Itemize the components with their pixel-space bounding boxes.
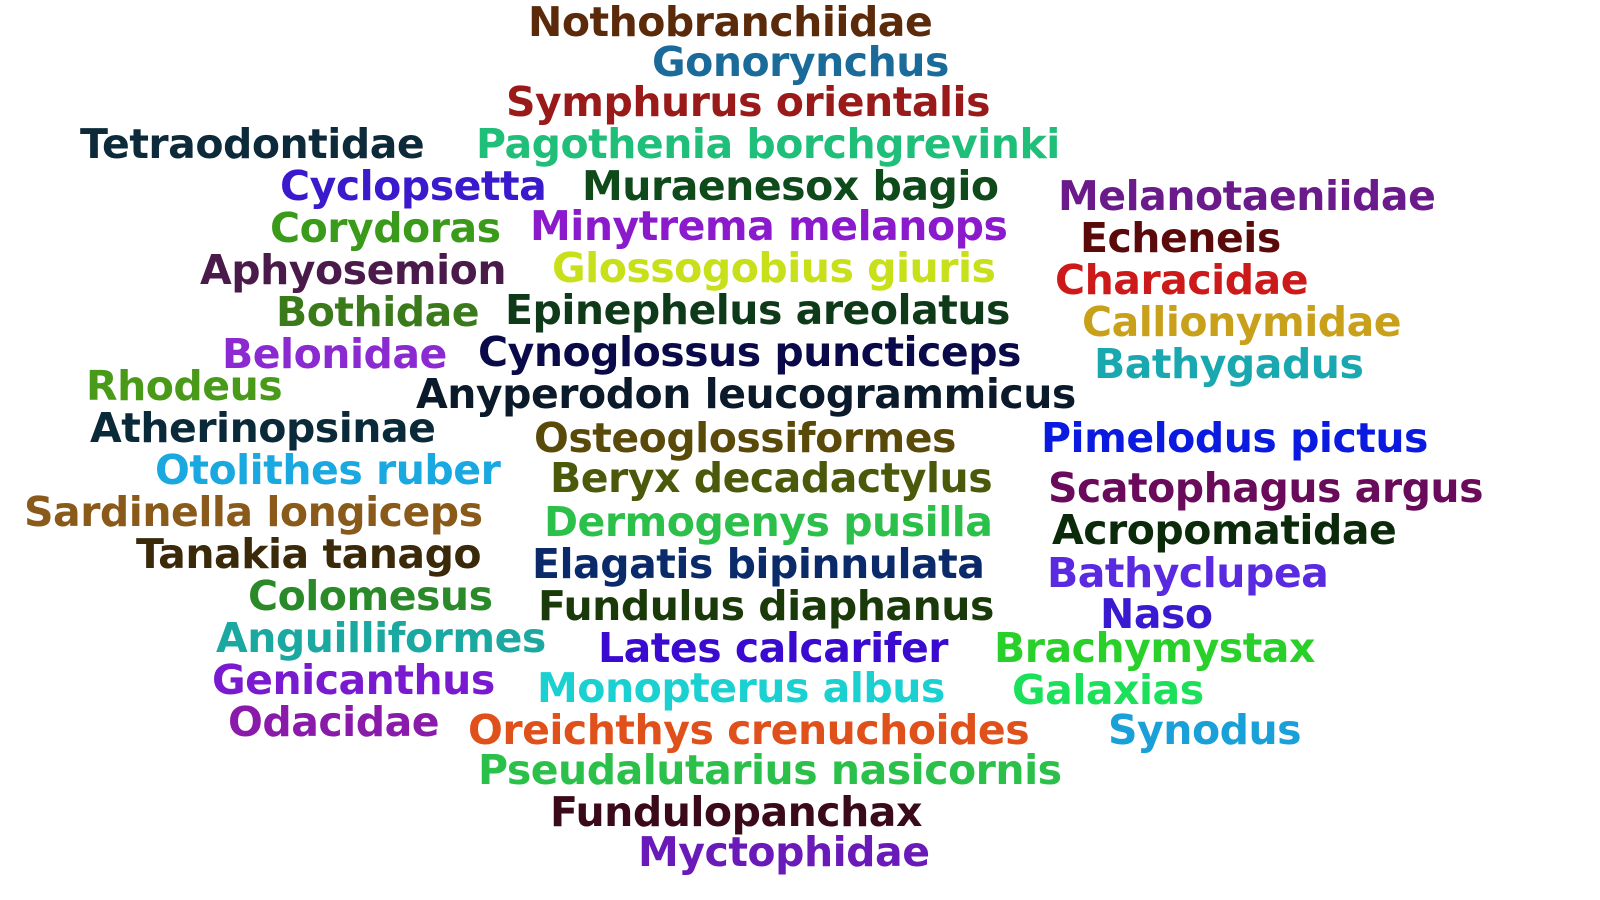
cloud-word: Pimelodus pictus xyxy=(1041,414,1428,462)
cloud-word: Beryx decadactylus xyxy=(550,454,993,502)
cloud-word: Colomesus xyxy=(248,572,493,620)
cloud-word: Fundulus diaphanus xyxy=(538,582,994,630)
cloud-word: Acropomatidae xyxy=(1052,506,1397,554)
cloud-word: Glossogobius giuris xyxy=(552,244,996,292)
cloud-word: Muraenesox bagio xyxy=(582,162,999,210)
cloud-word: Elagatis bipinnulata xyxy=(532,540,985,588)
cloud-word: Scatophagus argus xyxy=(1048,464,1484,512)
cloud-word: Echeneis xyxy=(1080,214,1281,262)
cloud-word: Osteoglossiformes xyxy=(534,414,956,462)
cloud-word: Galaxias xyxy=(1012,666,1204,714)
cloud-word: Sardinella longiceps xyxy=(24,488,483,536)
cloud-word: Dermogenys pusilla xyxy=(544,498,993,546)
cloud-word: Characidae xyxy=(1055,256,1309,304)
cloud-word: Tetraodontidae xyxy=(80,120,425,168)
cloud-word: Pagothenia borchgrevinki xyxy=(476,120,1060,168)
cloud-word: Corydoras xyxy=(270,204,501,252)
cloud-word: Tanakia tanago xyxy=(136,530,482,578)
cloud-word: Belonidae xyxy=(222,330,447,378)
cloud-word: Cynoglossus puncticeps xyxy=(478,328,1021,376)
cloud-word: Anyperodon leucogrammicus xyxy=(416,370,1076,418)
cloud-word: Anguilliformes xyxy=(216,614,546,662)
cloud-word: Bothidae xyxy=(276,288,480,336)
cloud-word: Aphyosemion xyxy=(200,246,507,294)
cloud-word: Epinephelus areolatus xyxy=(505,286,1010,334)
cloud-word: Myctophidae xyxy=(638,828,930,876)
cloud-word: Cyclopsetta xyxy=(280,162,547,210)
cloud-word: Monopterus albus xyxy=(537,664,945,712)
cloud-word: Melanotaeniidae xyxy=(1058,172,1436,220)
cloud-word: Callionymidae xyxy=(1082,298,1402,346)
cloud-word: Oreichthys crenuchoides xyxy=(468,706,1030,754)
cloud-word: Minytrema melanops xyxy=(530,202,1008,250)
cloud-word: Symphurus orientalis xyxy=(506,78,991,126)
cloud-word: Lates calcarifer xyxy=(598,624,949,672)
cloud-word: Gonorynchus xyxy=(652,38,949,86)
cloud-word: Odacidae xyxy=(228,698,440,746)
cloud-word: Nothobranchiidae xyxy=(528,0,933,46)
cloud-word: Fundulopanchax xyxy=(550,788,922,836)
cloud-word: Rhodeus xyxy=(86,362,283,410)
cloud-word: Bathygadus xyxy=(1094,340,1364,388)
cloud-word: Genicanthus xyxy=(212,656,495,704)
cloud-word: Synodus xyxy=(1108,706,1302,754)
cloud-word: Atherinopsinae xyxy=(90,404,436,452)
cloud-word: Otolithes ruber xyxy=(155,446,501,494)
cloud-word: Bathyclupea xyxy=(1047,549,1329,597)
cloud-word: Naso xyxy=(1100,590,1213,638)
cloud-word: Brachymystax xyxy=(994,624,1315,672)
cloud-word: Pseudalutarius nasicornis xyxy=(478,746,1062,794)
